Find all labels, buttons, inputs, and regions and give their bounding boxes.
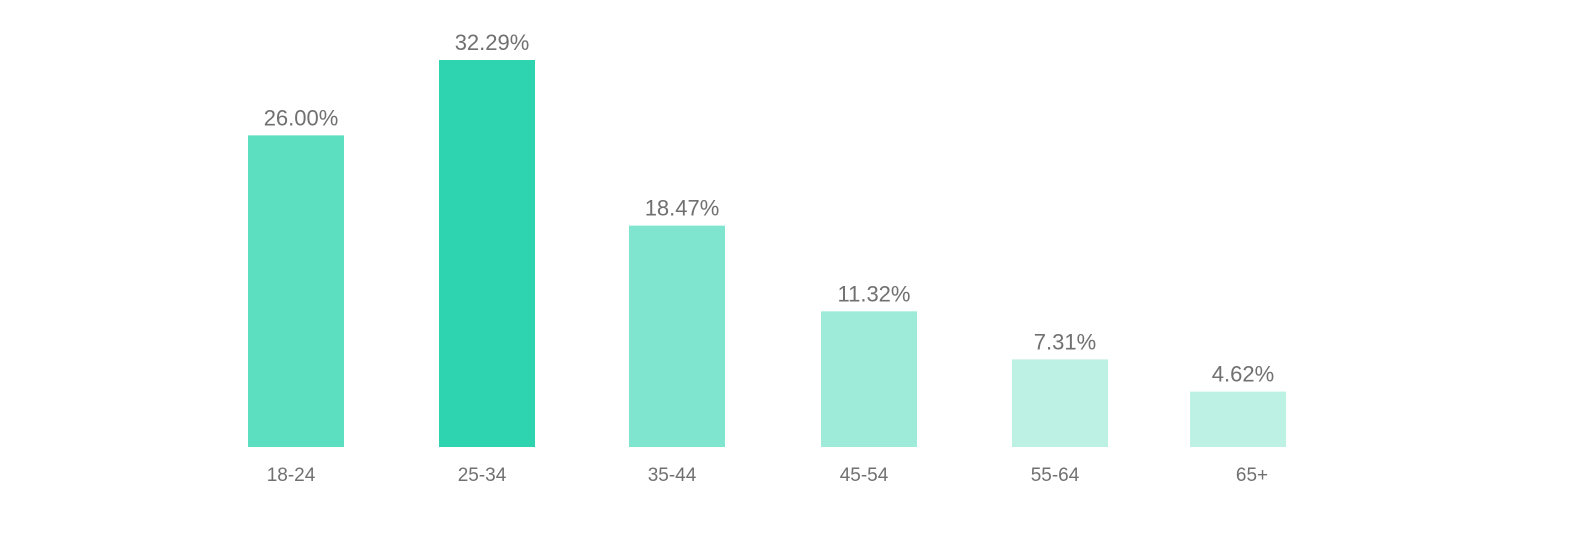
bar-55-64 [1012, 359, 1108, 447]
bar-45-54 [821, 311, 917, 447]
value-label-35-44: 18.47% [645, 196, 720, 221]
bar-35-44 [629, 225, 725, 447]
bars-layer [248, 60, 1286, 448]
value-label-18-24: 26.00% [264, 105, 339, 130]
value-label-45-54: 11.32% [838, 281, 911, 306]
bar-65plus [1190, 391, 1286, 447]
value-label-25-34: 32.29% [455, 30, 530, 55]
value-labels-layer: 26.00% 32.29% 18.47% 11.32% 7.31% 4.62% [264, 30, 1275, 387]
tick-label-18-24: 18-24 [267, 465, 316, 486]
tick-label-35-44: 35-44 [648, 465, 697, 486]
value-label-55-64: 7.31% [1034, 329, 1096, 354]
bar-18-24 [248, 135, 344, 448]
tick-label-65plus: 65+ [1236, 465, 1268, 486]
tick-labels-layer: 18-24 25-34 35-44 45-54 55-64 65+ [267, 465, 1268, 486]
tick-label-25-34: 25-34 [458, 465, 507, 486]
tick-label-45-54: 45-54 [840, 465, 889, 486]
bar-25-34 [439, 60, 535, 447]
tick-label-55-64: 55-64 [1031, 465, 1080, 486]
value-label-65plus: 4.62% [1212, 362, 1274, 387]
